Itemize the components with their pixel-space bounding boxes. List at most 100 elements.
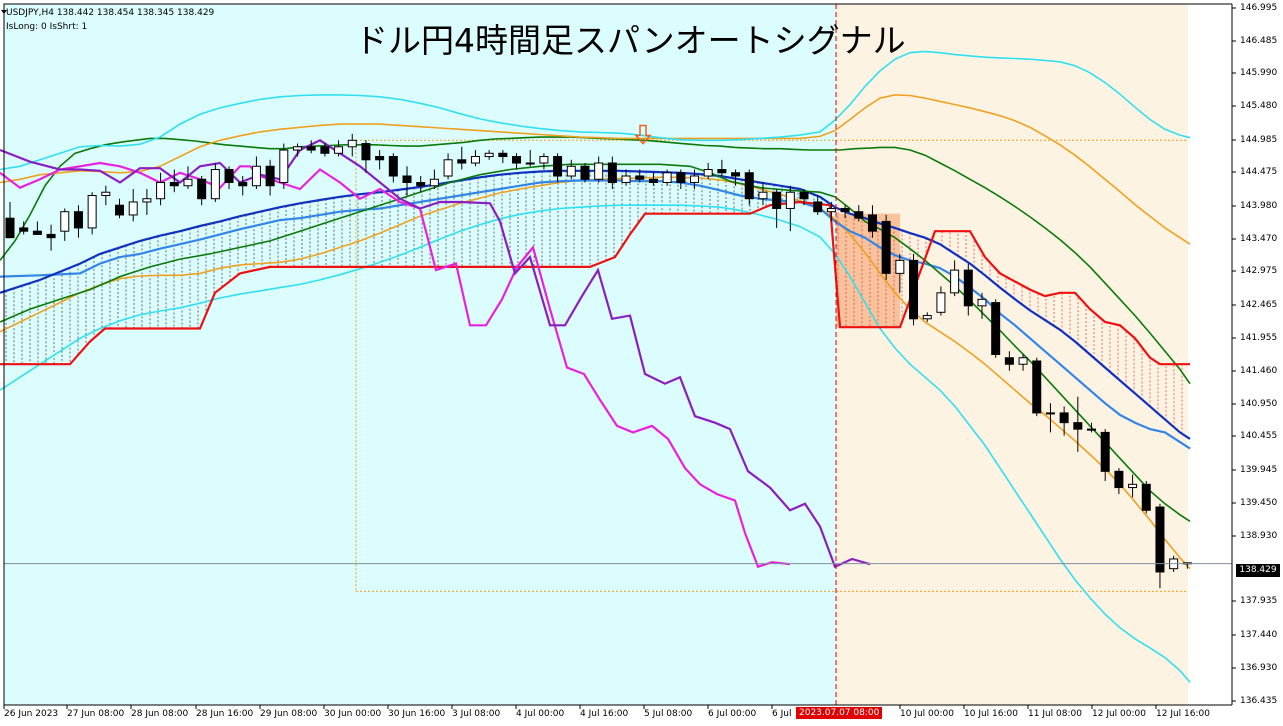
candle	[881, 214, 891, 280]
background-margin	[1188, 4, 1232, 705]
candle-body	[621, 175, 631, 183]
price-tick-label: 137.935	[1240, 596, 1278, 606]
candle-body	[498, 152, 508, 158]
candle	[156, 172, 166, 206]
candle-body	[183, 178, 193, 187]
time-tick-label: 10 Jul 00:00	[900, 709, 954, 719]
background-past	[4, 4, 836, 705]
candle-body	[785, 191, 795, 209]
candle-body	[648, 178, 658, 183]
time-tick-label: 6 Jul	[772, 709, 792, 719]
candle-body	[320, 146, 330, 154]
candle-body	[128, 201, 138, 216]
candle	[251, 156, 261, 189]
candle-body	[1114, 470, 1124, 489]
candle-body	[854, 211, 864, 219]
time-tick-label: 28 Jun 08:00	[131, 709, 189, 719]
candle	[813, 195, 823, 215]
time-tick-label: 29 Jun 08:00	[260, 709, 318, 719]
candle-body	[443, 159, 453, 177]
candle-body	[662, 172, 672, 183]
candle-body	[635, 175, 645, 180]
candle-body	[525, 162, 535, 165]
candle	[1073, 396, 1083, 452]
candle	[1155, 503, 1165, 589]
candle	[197, 176, 207, 206]
candle-body	[703, 169, 713, 177]
chart-title: ドル円4時間足スパンオートシグナル	[355, 21, 906, 60]
candle-body	[1128, 483, 1138, 489]
candle	[279, 143, 289, 189]
candle	[922, 312, 932, 323]
candle-body	[867, 214, 877, 232]
candle	[758, 182, 768, 206]
candle-body	[5, 217, 15, 239]
candle	[566, 159, 576, 180]
candle	[347, 133, 357, 157]
time-tick-label: 27 Jun 08:00	[67, 709, 125, 719]
candle-body	[375, 156, 385, 161]
candle-body	[60, 211, 70, 232]
candle-body	[238, 181, 248, 187]
candle	[963, 263, 973, 316]
candle-body	[169, 181, 179, 187]
candle	[594, 156, 604, 183]
candle-body	[1032, 360, 1042, 414]
time-tick-label: 11 Jul 08:00	[1028, 709, 1082, 719]
candle-body	[813, 201, 823, 213]
candle	[717, 159, 727, 177]
candle	[128, 188, 138, 222]
candle-body	[758, 191, 768, 200]
candle	[1004, 351, 1014, 371]
candle	[744, 169, 754, 206]
candle-body	[607, 162, 617, 183]
candle	[498, 150, 508, 164]
candle-body	[799, 191, 809, 200]
series-ma_cyan_lower	[0, 204, 1191, 683]
candle	[690, 169, 699, 189]
candle	[46, 224, 56, 251]
candle-body	[306, 146, 316, 151]
crosshair-time-badge: 2023.07.07 08:00	[796, 707, 883, 719]
candle	[210, 163, 220, 202]
indicator-status: IsLong: 0 IsShrt: 1	[6, 22, 88, 32]
candle-body	[156, 181, 166, 200]
candle-body	[580, 165, 590, 180]
candle-body	[895, 259, 905, 274]
time-tick-label: 26 Jun 2023	[4, 709, 59, 719]
candle-body	[950, 269, 960, 294]
candle	[320, 143, 330, 157]
candle-body	[46, 233, 56, 239]
candle	[334, 140, 344, 157]
candle-body	[539, 156, 549, 164]
candle-body	[731, 172, 741, 177]
candle	[1059, 406, 1069, 436]
series-chikou_magenta	[0, 161, 791, 569]
candle-body	[210, 169, 220, 200]
candle-body	[32, 230, 42, 235]
price-tick-label: 139.945	[1240, 465, 1278, 475]
candle	[238, 176, 248, 196]
candle	[909, 253, 919, 326]
candle	[991, 299, 1001, 358]
candle	[375, 150, 385, 170]
candle	[443, 153, 453, 180]
candle	[662, 169, 672, 186]
candle-body	[936, 292, 946, 313]
candle-body	[292, 146, 302, 151]
candle	[402, 166, 412, 196]
candle	[73, 205, 83, 238]
candle-body	[512, 156, 522, 164]
time-tick-label: 12 Jul 00:00	[1092, 709, 1146, 719]
candle	[580, 163, 590, 183]
symbol-info: USDJPY,H4 138.442 138.454 138.345 138.42…	[6, 8, 215, 18]
candle-body	[840, 207, 850, 213]
price-tick-label: 146.995	[1240, 3, 1278, 13]
candle-body	[1045, 412, 1055, 415]
price-axis-bg	[1232, 0, 1283, 726]
candle-body	[279, 149, 289, 183]
candle-body	[826, 207, 836, 213]
candle	[470, 150, 480, 167]
price-tick-label: 142.465	[1240, 300, 1278, 310]
